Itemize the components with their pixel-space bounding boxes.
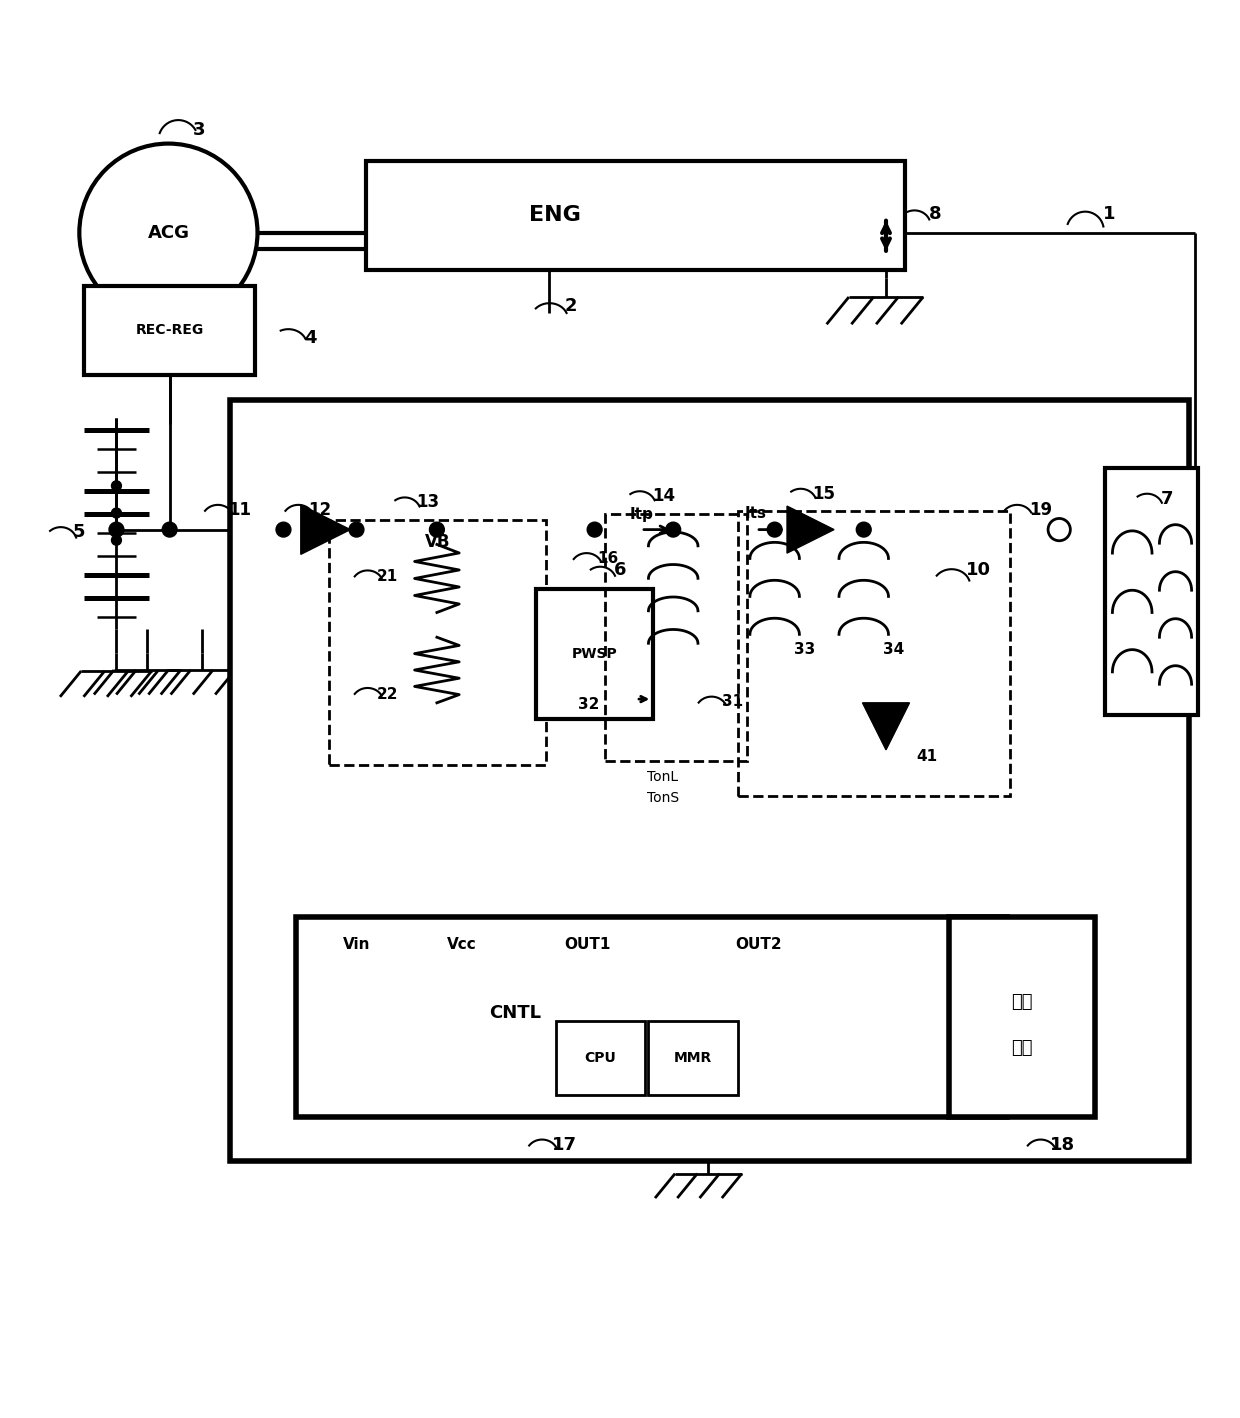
Text: 13: 13: [417, 493, 440, 512]
Text: MMR: MMR: [673, 1051, 712, 1065]
Circle shape: [429, 522, 444, 537]
Circle shape: [277, 522, 291, 537]
Text: 时钟: 时钟: [1012, 993, 1033, 1011]
Text: Vcc: Vcc: [446, 936, 476, 951]
Text: 22: 22: [377, 686, 398, 702]
Text: TonS: TonS: [647, 791, 680, 805]
Text: 33: 33: [794, 642, 815, 657]
Text: 19: 19: [1029, 501, 1053, 519]
Text: 2: 2: [564, 296, 577, 315]
Text: 5: 5: [73, 523, 86, 542]
Text: REC-REG: REC-REG: [135, 323, 203, 337]
Circle shape: [79, 143, 258, 322]
Text: 4: 4: [305, 329, 317, 347]
Text: ENG: ENG: [528, 206, 580, 225]
Text: OUT2: OUT2: [735, 936, 782, 951]
Circle shape: [768, 522, 782, 537]
Circle shape: [112, 481, 122, 491]
Polygon shape: [787, 506, 835, 553]
Text: 7: 7: [1161, 489, 1173, 508]
Circle shape: [112, 508, 122, 518]
Text: 12: 12: [308, 501, 331, 519]
Bar: [1105, 468, 1198, 715]
Circle shape: [162, 522, 177, 537]
Text: 41: 41: [916, 749, 937, 763]
Text: 1: 1: [1102, 206, 1115, 223]
Bar: [738, 510, 1009, 795]
Text: CPU: CPU: [584, 1051, 616, 1065]
Circle shape: [857, 522, 872, 537]
Bar: [605, 513, 748, 761]
Bar: [330, 520, 546, 764]
Text: 6: 6: [614, 562, 626, 580]
Text: 11: 11: [228, 501, 252, 519]
Circle shape: [666, 522, 681, 537]
Text: TonL: TonL: [647, 770, 678, 784]
Bar: [536, 588, 653, 719]
Bar: [231, 400, 1189, 1160]
Text: 34: 34: [883, 642, 904, 657]
Bar: [556, 1021, 645, 1095]
Text: 31: 31: [722, 693, 743, 709]
Text: Its: Its: [745, 506, 768, 520]
Text: VB: VB: [425, 533, 450, 552]
Circle shape: [588, 522, 603, 537]
Polygon shape: [301, 505, 350, 554]
Bar: [949, 917, 1095, 1117]
Text: 21: 21: [377, 569, 398, 584]
Text: OUT1: OUT1: [564, 936, 611, 951]
Text: ACG: ACG: [148, 224, 190, 241]
Polygon shape: [863, 703, 909, 750]
Circle shape: [109, 522, 124, 537]
Bar: [649, 1021, 738, 1095]
Bar: [366, 160, 904, 269]
Text: 电路: 电路: [1012, 1039, 1033, 1056]
Text: 15: 15: [812, 485, 836, 503]
Text: 32: 32: [578, 696, 600, 712]
Text: 16: 16: [596, 550, 619, 566]
Text: CNTL: CNTL: [489, 1004, 541, 1022]
Text: Itp: Itp: [630, 508, 653, 522]
Text: 8: 8: [929, 206, 942, 223]
Bar: [296, 917, 1007, 1117]
Text: Vin: Vin: [342, 936, 371, 951]
Text: 10: 10: [966, 562, 991, 580]
Text: 17: 17: [552, 1136, 577, 1153]
Circle shape: [1048, 519, 1070, 540]
Circle shape: [348, 522, 363, 537]
Circle shape: [112, 535, 122, 545]
Bar: [84, 286, 255, 374]
Text: 14: 14: [652, 488, 675, 505]
Text: 18: 18: [1050, 1136, 1075, 1153]
Text: 3: 3: [193, 121, 206, 139]
Text: PWSP: PWSP: [572, 647, 618, 661]
